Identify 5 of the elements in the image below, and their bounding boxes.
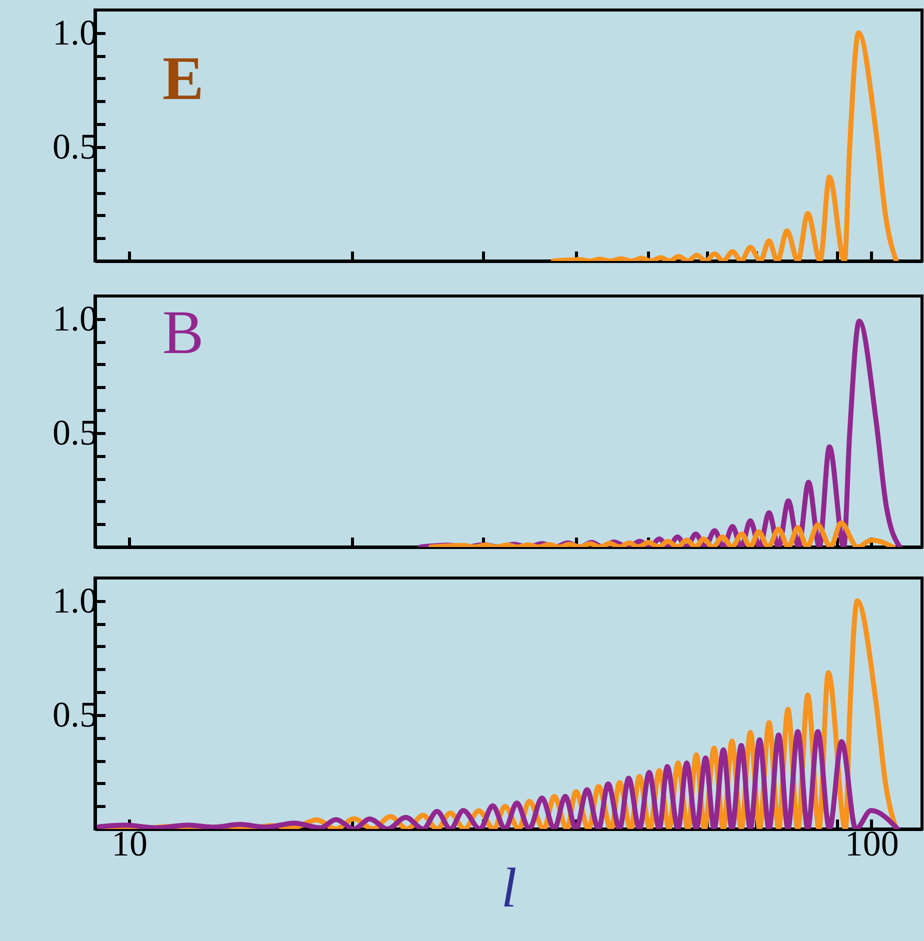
- annotation: E: [162, 45, 204, 113]
- annotation: B: [162, 299, 204, 367]
- x-axis-title: l: [501, 858, 517, 920]
- x-tick-label: 100: [844, 824, 899, 864]
- x-tick-label: 10: [111, 824, 148, 864]
